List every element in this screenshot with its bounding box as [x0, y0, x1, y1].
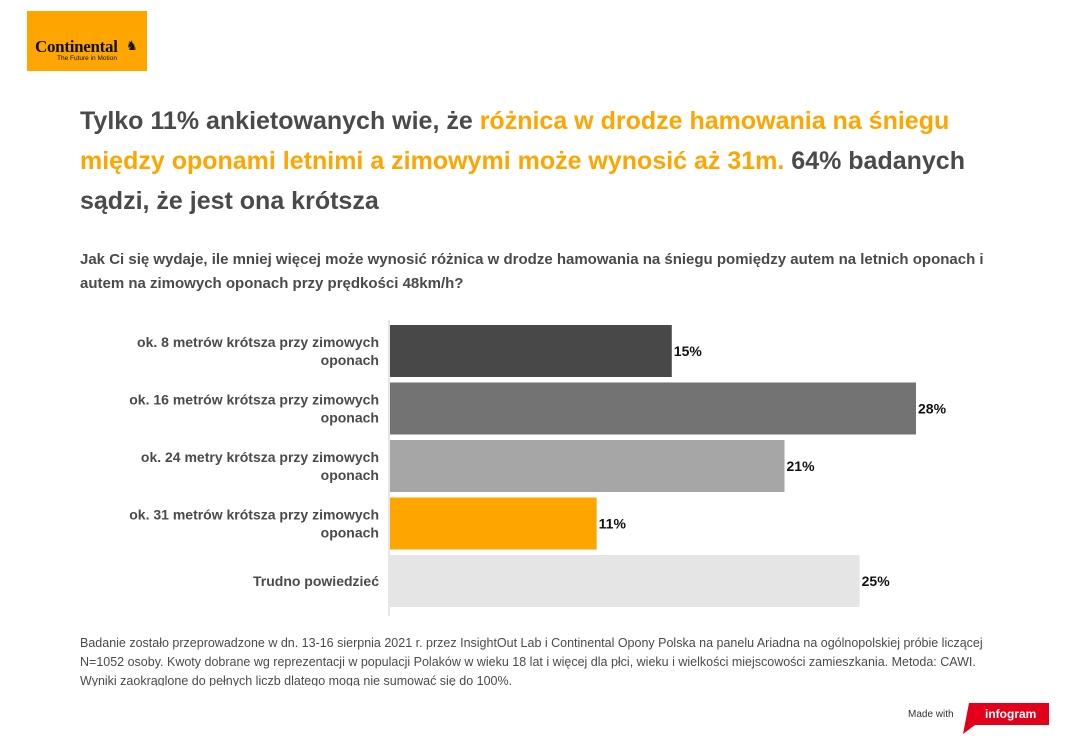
bar-2[interactable] [390, 382, 916, 435]
infogram-brand[interactable]: infogram [985, 707, 1037, 721]
value-label-4: 11% [599, 516, 627, 532]
survey-question: Jak Ci się wydaje, ile mniej więcej może… [80, 251, 984, 292]
headline-highlight: różnica w drodze hamowania na śniegu mię… [80, 107, 950, 175]
value-label-5: 25% [862, 573, 891, 589]
headline-part2: 64% badanych sądzi, że jest ona krótsza [80, 147, 965, 215]
category-label-3: ok. 24 metry krótsza przy zimowych oponac… [141, 449, 379, 483]
bar-5[interactable] [390, 555, 860, 607]
bar-1[interactable] [390, 325, 672, 377]
made-with-label: Made with [908, 709, 954, 720]
category-label-4: ok. 31 metrów krótsza przy zimowych opona… [129, 507, 379, 541]
bar-3[interactable] [390, 440, 785, 492]
continental-logo: Continental ♞ The Future in Motion [27, 11, 147, 71]
category-label-1: ok. 8 metrów krótsza przy zimowych oponac… [137, 334, 379, 368]
value-label-3: 21% [787, 458, 816, 474]
footnote: Badanie zostało przeprowadzone w dn. 13-… [80, 636, 983, 686]
headline-part1: Tylko 11% ankietowanych wie, że [80, 107, 480, 135]
category-label-2: ok. 16 metrów krótsza przy zimowych opona… [129, 392, 379, 426]
bar-4[interactable] [390, 497, 597, 550]
category-label-5: Trudno powiedzieć [253, 573, 379, 589]
logo-tagline: The Future in Motion [57, 55, 117, 62]
infogram-badge[interactable] [961, 703, 1051, 737]
value-label-1: 15% [674, 343, 703, 359]
value-label-2: 28% [918, 401, 947, 417]
logo-wordmark: Continental [35, 37, 118, 56]
horse-icon: ♞ [126, 38, 138, 53]
headline: Tylko 11% ankietowanych wie, że różnica … [80, 101, 1020, 221]
